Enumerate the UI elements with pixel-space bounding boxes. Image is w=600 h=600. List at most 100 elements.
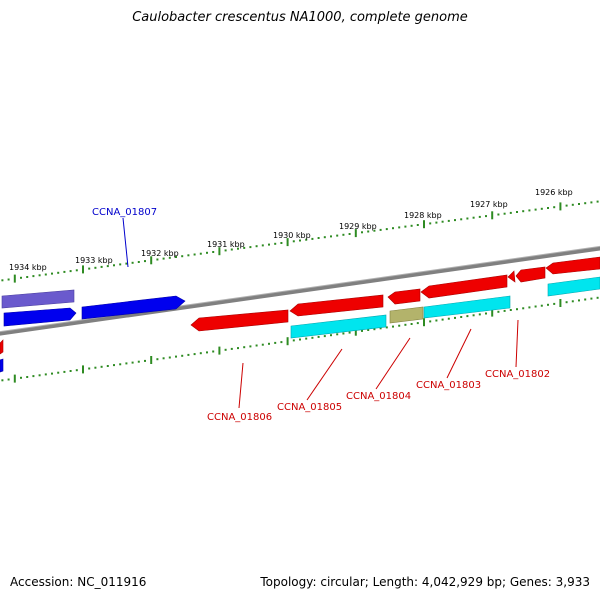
inner-scale-dot xyxy=(125,362,128,365)
inner-scale-dot xyxy=(193,353,196,356)
inner-scale-dot xyxy=(168,356,171,359)
inner-scale-dot xyxy=(7,378,10,381)
inner-scale-dot xyxy=(571,300,574,303)
inner-scale-major-tick xyxy=(286,337,289,346)
inner-scale-dot xyxy=(249,345,252,348)
inner-scale-major-tick xyxy=(354,327,357,336)
outer-scale-dot xyxy=(534,208,537,211)
outer-scale-dot xyxy=(20,276,22,279)
gene-label-ccna-01802[interactable]: CCNA_01802 xyxy=(485,369,550,380)
gene-feature[interactable] xyxy=(81,295,186,320)
inner-scale-dot xyxy=(528,306,531,309)
cds-feature[interactable] xyxy=(0,358,4,373)
inner-scale-dot xyxy=(534,305,537,308)
inner-scale-dot xyxy=(478,313,481,316)
cds-feature-ccna-01805[interactable] xyxy=(290,314,387,339)
inner-scale-dot xyxy=(38,374,41,377)
outer-scale-dot xyxy=(230,248,233,251)
inner-scale-dot xyxy=(63,370,66,373)
inner-scale-major-tick xyxy=(82,365,84,374)
outer-scale-dot xyxy=(565,204,568,207)
leader-line xyxy=(238,362,244,409)
outer-scale-dot xyxy=(410,224,413,227)
cds-feature-ccna-01804[interactable] xyxy=(389,306,424,324)
outer-scale-dot xyxy=(478,215,481,218)
outer-scale-dot xyxy=(168,256,171,259)
outer-scale-dot xyxy=(268,243,270,246)
leader-line xyxy=(306,348,343,401)
inner-scale-dot xyxy=(342,332,345,335)
cds-feature[interactable] xyxy=(547,276,600,297)
gene-feature[interactable] xyxy=(515,266,546,283)
inner-scale-major-tick xyxy=(491,308,494,317)
outer-scale-dot xyxy=(119,263,122,266)
gene-feature[interactable] xyxy=(545,256,600,275)
outer-scale-major-tick xyxy=(286,238,289,247)
gene-label-ccna-01803[interactable]: CCNA_01803 xyxy=(416,380,481,391)
gene-feature[interactable] xyxy=(1,289,75,309)
gene-label-ccna-01804[interactable]: CCNA_01804 xyxy=(346,391,411,402)
outer-scale-dot xyxy=(367,230,370,233)
leader-line xyxy=(122,217,129,268)
genome-backbone xyxy=(0,246,600,336)
outer-scale-dot xyxy=(38,274,41,277)
outer-scale-dot xyxy=(187,254,190,257)
outer-scale-dot xyxy=(212,251,215,253)
gene-feature[interactable] xyxy=(0,339,4,355)
outer-scale-dot xyxy=(113,264,115,267)
inner-scale-dot xyxy=(553,302,556,305)
label-leader-lines xyxy=(122,217,519,409)
cds-feature-ccna-01803[interactable] xyxy=(423,295,511,319)
inner-scale-dot xyxy=(441,318,444,321)
outer-scale-dot xyxy=(280,242,283,244)
gene-feature-ccna-01806[interactable] xyxy=(190,309,289,332)
inner-scale-dot xyxy=(224,348,227,351)
cds-features xyxy=(0,276,600,373)
outer-scale-dot xyxy=(255,245,258,248)
outer-scale-major-tick xyxy=(559,202,562,211)
tick-label: 1933 kbp xyxy=(75,256,113,265)
outer-scale-dot xyxy=(317,237,320,239)
outer-scale-dot xyxy=(540,207,543,210)
inner-scale-dot xyxy=(94,366,97,369)
inner-scale-dot xyxy=(100,365,103,368)
outer-scale-dot xyxy=(509,211,512,214)
gene-label-ccna-01805[interactable]: CCNA_01805 xyxy=(277,402,342,413)
gene-label-ccna-01806[interactable]: CCNA_01806 xyxy=(207,412,272,423)
gene-label-ccna-01807[interactable]: CCNA_01807 xyxy=(92,207,157,218)
tick-label: 1930 kbp xyxy=(273,231,311,240)
inner-scale-dot xyxy=(472,314,475,317)
outer-scale-dot xyxy=(435,221,438,224)
gene-feature[interactable] xyxy=(507,270,516,283)
outer-scale-dot xyxy=(131,261,134,264)
outer-scale-dot xyxy=(206,251,208,254)
gene-feature[interactable] xyxy=(289,294,384,317)
outer-scale-dot xyxy=(274,242,277,245)
outer-scale-dot xyxy=(51,272,53,275)
inner-scale-dot xyxy=(540,304,543,307)
outer-scale-dot xyxy=(385,228,388,231)
inner-scale-dot xyxy=(379,327,382,330)
gene-feature[interactable] xyxy=(387,288,421,305)
outer-scale-dot xyxy=(193,253,196,256)
inner-scale-dot xyxy=(578,299,580,302)
inner-scale-dot xyxy=(237,347,239,350)
gene-feature[interactable] xyxy=(420,274,508,299)
inner-scale-dot xyxy=(75,369,78,372)
outer-scale-dot xyxy=(75,269,78,272)
outer-scale-dot xyxy=(44,273,47,276)
inner-scale-dot xyxy=(323,335,326,338)
inner-scale-dot xyxy=(156,358,159,361)
gene-feature-ccna-01807[interactable] xyxy=(3,307,77,327)
outer-scale-dot xyxy=(156,258,159,261)
outer-scale-dot xyxy=(69,270,72,273)
outer-scale-dot xyxy=(497,213,500,216)
inner-scale-dot xyxy=(522,307,525,310)
outer-scale-dot xyxy=(237,247,239,250)
inner-scale-dot xyxy=(212,350,215,353)
tick-label: 1926 kbp xyxy=(535,188,573,197)
inner-scale-dot xyxy=(119,363,122,366)
outer-scale-dot xyxy=(485,215,487,218)
inner-scale-dot xyxy=(280,341,283,344)
inner-scale-dot xyxy=(361,329,363,332)
